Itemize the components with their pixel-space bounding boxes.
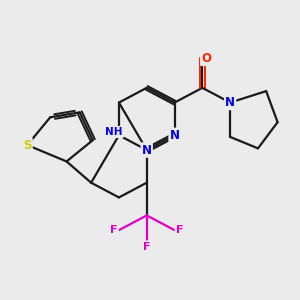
Text: F: F bbox=[143, 242, 151, 251]
Text: N: N bbox=[142, 143, 152, 157]
Text: S: S bbox=[23, 139, 32, 152]
Text: N: N bbox=[169, 129, 179, 142]
Text: NH: NH bbox=[105, 127, 123, 137]
Text: F: F bbox=[110, 225, 118, 235]
Text: O: O bbox=[201, 52, 211, 65]
Text: F: F bbox=[176, 225, 183, 235]
Text: N: N bbox=[225, 96, 235, 109]
